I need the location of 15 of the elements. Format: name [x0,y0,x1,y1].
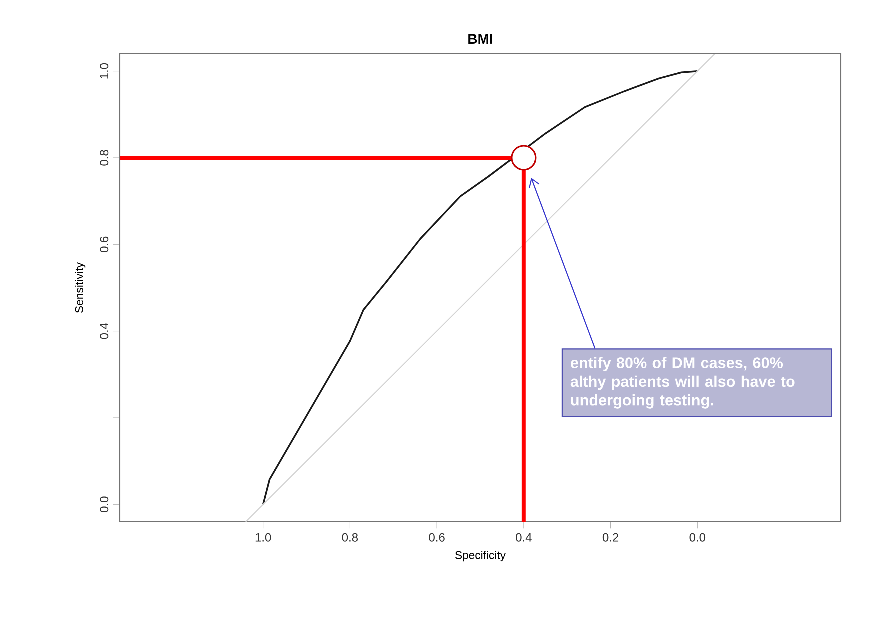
y-tick-label: 0.0 [100,496,109,513]
x-tick-label: 0.6 [429,533,445,542]
x-tick-label: 0.2 [602,533,619,542]
x-tick-label: 1.0 [256,533,272,542]
y-tick-label: 0.4 [100,323,109,340]
annotation: entify 80% of DM cases, 60% althy patients will also have to undergoing testing. [570,357,795,409]
y-tick-label: 0.8 [100,150,109,166]
x-axis-title: Specificity [456,551,506,562]
x-tick-label: 0.4 [516,533,532,542]
y-tick-label: 0.6 [100,236,109,253]
x-tick-label: 0.0 [690,533,706,542]
y-axis-title: Sensitivity [75,262,86,313]
chart-title: BMI [468,34,492,44]
x-tick-label: 0.8 [342,533,358,542]
y-tick-label: 1.0 [100,63,109,79]
